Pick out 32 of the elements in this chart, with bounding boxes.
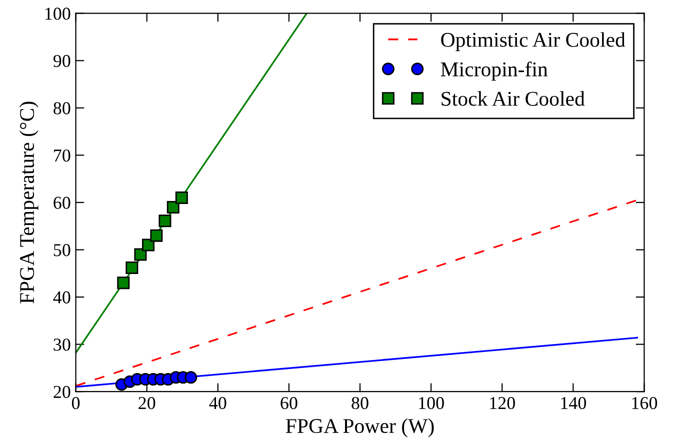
legend-label: Stock Air Cooled <box>442 91 585 106</box>
x-tick-label: 120 <box>490 396 515 410</box>
y-tick-label: 40 <box>53 291 70 304</box>
x-tick-label: 100 <box>419 396 444 410</box>
point <box>117 276 130 290</box>
y-tick-label: 50 <box>54 244 70 256</box>
x-tick-label: 60 <box>280 396 298 410</box>
y-tick-label: 100 <box>45 8 70 20</box>
y-tick-label: 60 <box>54 196 70 209</box>
y-tick-label: 80 <box>54 102 70 114</box>
x-tick-label: 20 <box>138 396 156 410</box>
point <box>150 229 163 242</box>
point <box>126 261 138 274</box>
x-tick-label: 40 <box>209 396 226 410</box>
point <box>142 238 155 252</box>
x-axis-title: FPGA Power (W) <box>286 418 434 438</box>
x-tick-label: 0 <box>72 396 80 410</box>
point <box>175 191 188 204</box>
y-tick-label: 70 <box>54 149 70 162</box>
point <box>184 371 198 384</box>
x-tick-label: 80 <box>352 396 368 410</box>
point <box>134 248 147 261</box>
x-tick-label: 140 <box>561 396 586 410</box>
y-tick-label: 20 <box>54 386 70 398</box>
y-axis-title: FPGA Temperature (°C) <box>19 102 38 304</box>
y-tick-label: 30 <box>54 338 70 351</box>
point <box>166 200 180 214</box>
point <box>158 214 172 228</box>
y-tick-label: 90 <box>53 54 70 68</box>
legend-label: Optimistic Air Cooled <box>441 32 626 52</box>
x-tick-label: 160 <box>632 396 658 410</box>
legend-label: Micropin-fin <box>440 62 548 81</box>
